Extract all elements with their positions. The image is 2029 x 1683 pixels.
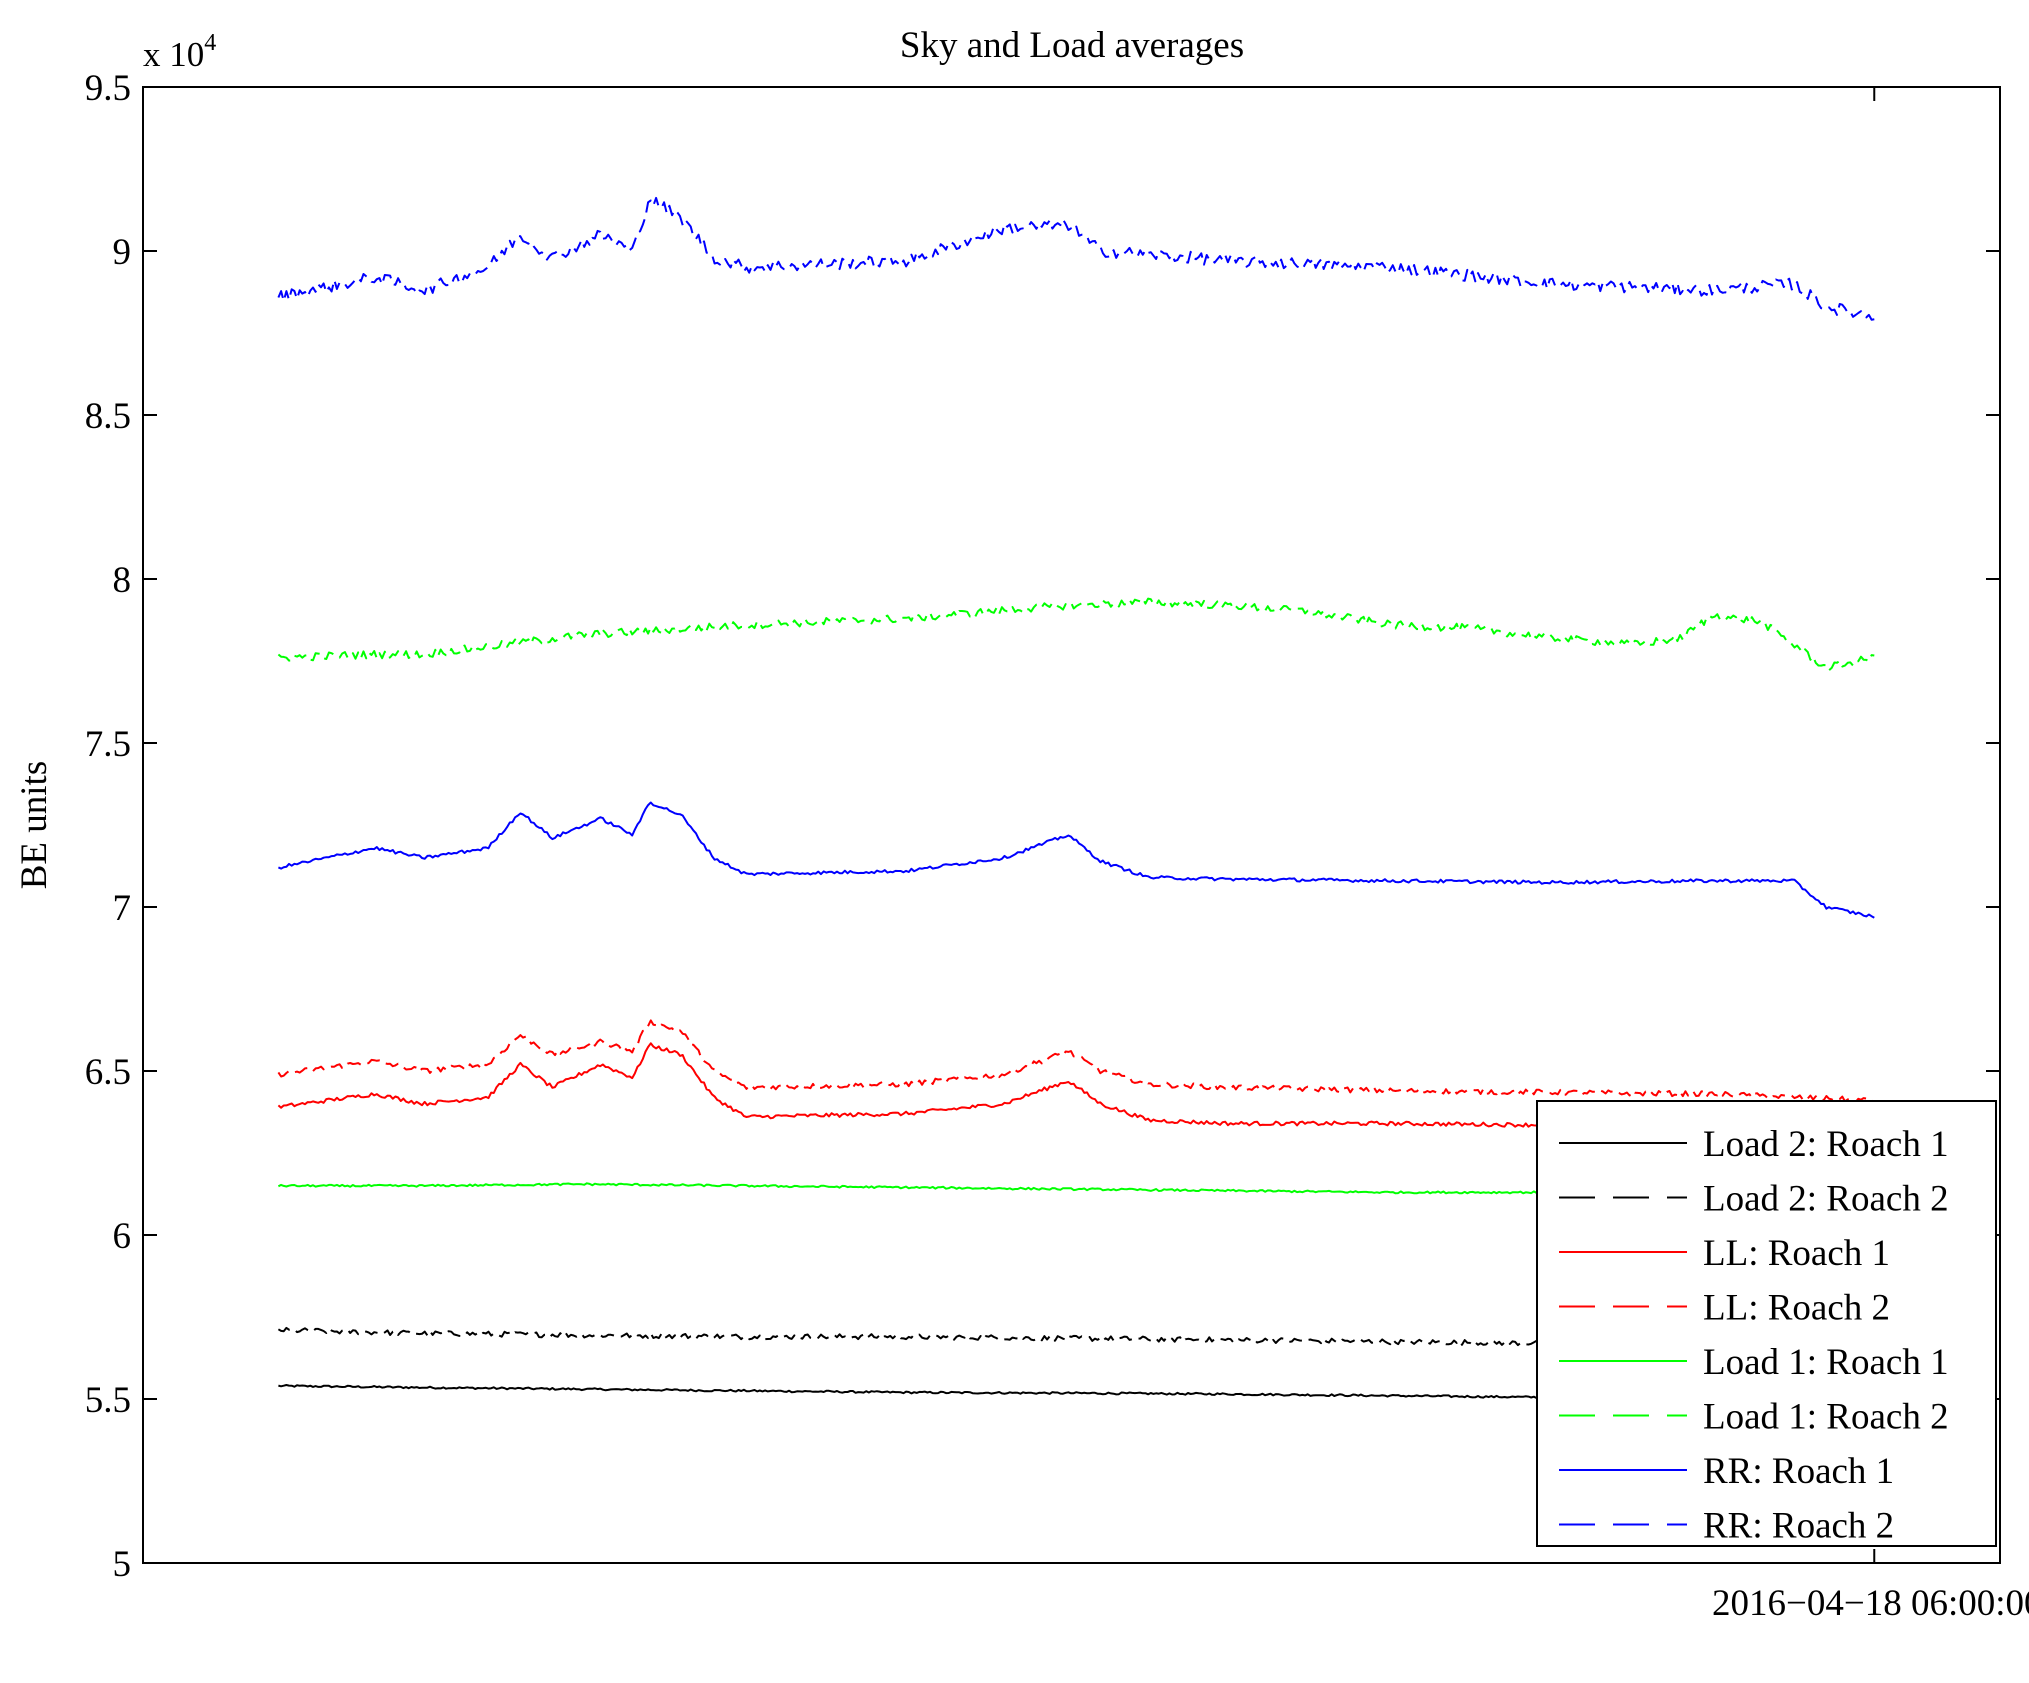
x-tick-label: 2016−04−18 06:00:00 (1712, 1583, 2029, 1624)
chart-title: Sky and Load averages (900, 25, 1244, 66)
legend-label-6: RR: Roach 1 (1703, 1451, 1894, 1492)
y-tick-label: 5 (113, 1544, 132, 1585)
series-line-7 (277, 196, 1875, 321)
y-axis-label: BE units (14, 761, 55, 890)
legend-label-2: LL: Roach 1 (1703, 1233, 1890, 1274)
y-axis-exponent-power: 4 (204, 30, 216, 56)
plot-frame (142, 86, 2001, 1564)
legend: Load 2: Roach 1 Load 2: Roach 2 LL: Roach … (1536, 1100, 1997, 1547)
series-line-5 (277, 597, 1875, 672)
y-axis-exponent: x 104 (143, 30, 216, 74)
y-tick-label: 7 (113, 888, 132, 929)
y-axis-exponent-base: x 10 (143, 35, 204, 74)
y-tick-label: 7.5 (85, 724, 131, 765)
legend-label-1: Load 2: Roach 2 (1703, 1179, 1949, 1220)
y-tick-label: 6.5 (85, 1052, 131, 1093)
series-line-6 (277, 801, 1875, 919)
legend-label-5: Load 1: Roach 2 (1703, 1397, 1949, 1438)
series-line-1 (277, 1326, 1876, 1349)
legend-label-3: LL: Roach 2 (1703, 1288, 1890, 1329)
legend-label-0: Load 2: Roach 1 (1703, 1124, 1949, 1165)
legend-label-7: RR: Roach 2 (1703, 1506, 1894, 1547)
y-tick-label: 8.5 (85, 396, 131, 437)
y-tick-label: 8 (113, 560, 132, 601)
legend-label-4: Load 1: Roach 1 (1703, 1342, 1949, 1383)
series-line-3 (277, 1019, 1875, 1103)
y-tick-label: 9.5 (85, 68, 131, 109)
y-tick-label: 6 (113, 1216, 132, 1257)
y-tick-label: 9 (113, 232, 132, 273)
legend-box (1536, 1100, 1997, 1547)
axes-layer: 5 5.5 6 6.5 7 7.5 8 8.5 9 9.5 2016−04−18 06:00:00 (85, 68, 2029, 1624)
y-tick-label: 5.5 (85, 1380, 131, 1421)
